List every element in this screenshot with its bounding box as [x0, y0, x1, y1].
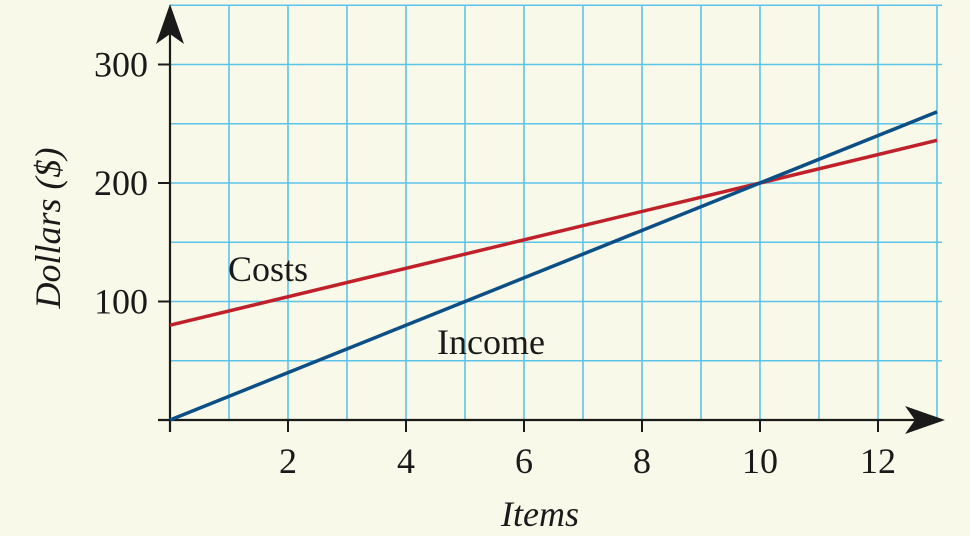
- x-tick-label: 12: [860, 441, 896, 481]
- y-tick-label: 300: [94, 45, 148, 85]
- y-tick-label: 200: [94, 163, 148, 203]
- income-series-line: [169, 110, 938, 422]
- y-tick-label: 100: [94, 282, 148, 322]
- income-series-label: Income: [437, 322, 545, 362]
- y-axis-title: Dollars ($): [28, 148, 68, 310]
- x-tick-label: 6: [515, 441, 533, 481]
- y-axis-arrow: [156, 4, 184, 44]
- ticks: 2 4 6 8 10 12 100 200 300: [94, 45, 896, 482]
- series-labels: Costs Income: [228, 249, 545, 362]
- x-tick-label: 2: [279, 441, 297, 481]
- x-tick-label: 4: [397, 441, 415, 481]
- x-axis-title: Items: [500, 494, 579, 534]
- series: [169, 110, 938, 422]
- axes: [156, 4, 945, 434]
- grid: [170, 4, 942, 420]
- x-tick-label: 8: [633, 441, 651, 481]
- x-axis-arrow: [905, 406, 945, 434]
- costs-series-label: Costs: [228, 249, 308, 289]
- x-tick-label: 10: [742, 441, 778, 481]
- costs-series-line: [169, 138, 938, 327]
